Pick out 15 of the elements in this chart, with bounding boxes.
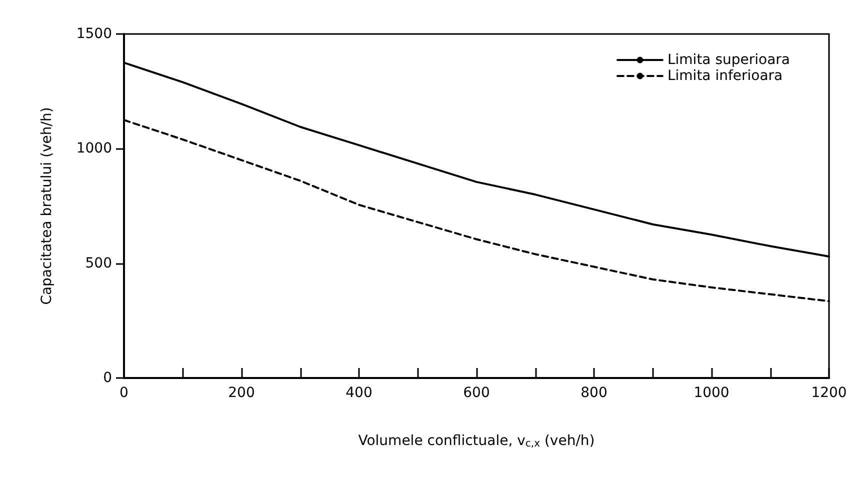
- legend-label: Limita superioara: [667, 52, 790, 68]
- x-tick-label: 0: [120, 385, 128, 401]
- x-axis-title: Volumele conflictuale, vc,x (veh/h): [358, 433, 595, 450]
- x-tick-label: 200: [228, 385, 255, 401]
- y-axis-title: Capacitatea bratului (veh/h): [39, 107, 55, 305]
- legend-label: Limita inferioara: [667, 68, 783, 84]
- x-tick-label: 1200: [811, 385, 847, 401]
- y-tick-label: 1500: [76, 26, 112, 42]
- y-tick-label: 1000: [76, 140, 112, 157]
- x-tick-label: 600: [463, 385, 490, 401]
- x-tick-label: 400: [346, 385, 372, 401]
- y-tick-label: 500: [85, 255, 112, 272]
- x-tick-label: 1000: [694, 385, 730, 401]
- y-tick-label: 0: [103, 370, 112, 386]
- x-tick-label: 800: [580, 385, 608, 401]
